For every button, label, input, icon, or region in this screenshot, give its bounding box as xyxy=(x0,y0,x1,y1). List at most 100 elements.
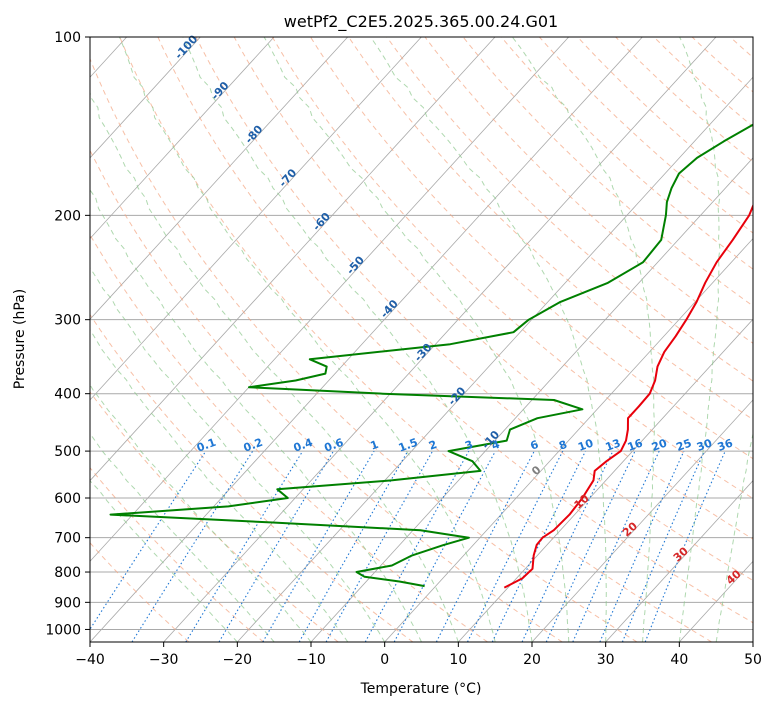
x-tick-label: 50 xyxy=(744,652,762,668)
y-tick-label: 500 xyxy=(54,444,81,460)
dry-adiabat-line xyxy=(195,37,753,582)
x-tick-label: 30 xyxy=(597,652,615,668)
x-tick-label: −10 xyxy=(296,652,326,668)
mixing-ratio-line xyxy=(545,450,636,642)
mixing-ratio-label: 6 xyxy=(529,438,541,453)
mixing-ratio-line xyxy=(467,450,564,642)
x-tick-label: −30 xyxy=(149,652,179,668)
mixing-ratio-line xyxy=(131,450,254,642)
mixing-ratio-label: 4 xyxy=(490,438,502,453)
mixing-ratio-label: 25 xyxy=(675,436,694,453)
mixing-ratio-label: 2 xyxy=(427,438,439,453)
isotherm-line xyxy=(90,37,422,401)
dry-adiabat-line xyxy=(90,391,339,642)
dry-adiabat-line xyxy=(424,37,753,344)
mixing-ratio-label: 3 xyxy=(463,438,475,453)
moist-adiabat-line xyxy=(90,90,459,642)
x-tick-label: −40 xyxy=(75,652,105,668)
mixing-ratio-line xyxy=(644,450,726,642)
mixing-ratio-line xyxy=(185,450,304,642)
temperature-profile-line xyxy=(503,203,753,589)
moist-adiabat-line xyxy=(90,479,238,642)
isotherm-line xyxy=(90,37,569,562)
mixing-ratio-label: 16 xyxy=(626,436,645,454)
isotherm-line xyxy=(605,480,753,642)
mixing-ratio-label: 13 xyxy=(604,437,623,454)
y-tick-label: 200 xyxy=(54,208,81,224)
y-tick-label: 900 xyxy=(54,595,81,611)
isotherm-line xyxy=(384,237,753,642)
dewpoint-profile-line xyxy=(109,123,753,588)
y-tick-label: 300 xyxy=(54,313,81,329)
line-labels: 0.1 0.2 0.4 0.6 1 1.5 2 3 4 6 8 10 13 16 20 25 30 36-100-… xyxy=(172,32,744,587)
y-tick-label: 400 xyxy=(54,387,81,403)
moist-adiabat-line xyxy=(90,267,386,642)
moist-adiabat-line xyxy=(715,431,753,642)
isotherm-line xyxy=(237,76,753,642)
dry-adiabat-line xyxy=(90,313,414,642)
dry-adiabat-line xyxy=(90,57,638,642)
mixing-ratio-line xyxy=(521,450,614,642)
mixing-ratio-line xyxy=(218,450,334,642)
moist-adiabat-line xyxy=(90,432,275,642)
mixing-ratio-label: 0.2 xyxy=(242,436,265,455)
x-tick-label: 10 xyxy=(449,652,467,668)
mixing-ratio-line xyxy=(572,450,660,642)
mixing-ratio-label: 0.1 xyxy=(195,436,218,455)
mixing-ratio-label: 10 xyxy=(576,436,595,454)
mixing-ratio-line xyxy=(491,450,586,642)
isotherm-line xyxy=(90,37,496,482)
mixing-ratio-line xyxy=(621,450,705,642)
mixing-ratio-label: 8 xyxy=(557,438,569,453)
x-tick-label: 40 xyxy=(670,652,688,668)
moist-adiabat-line xyxy=(370,37,607,642)
x-tick-label: 0 xyxy=(380,652,389,668)
isotherm-line xyxy=(90,37,275,240)
mixing-ratio-label: 1 xyxy=(369,438,381,453)
dry-adiabat-line xyxy=(90,149,563,642)
dry-adiabat-line xyxy=(233,37,753,540)
dry-adiabat-line xyxy=(90,466,264,642)
mixing-ratio-label: 36 xyxy=(716,436,735,454)
isotherm-line xyxy=(531,399,753,642)
dry-adiabat-line xyxy=(271,37,753,500)
y-tick-label: 1000 xyxy=(45,622,81,638)
mixing-ratio-label: 30 xyxy=(695,436,714,454)
moist-adiabat-line xyxy=(263,37,570,642)
isotherm-line xyxy=(90,37,201,159)
moist-adiabat-line xyxy=(678,37,721,642)
y-tick-label: 100 xyxy=(54,30,81,46)
moist-adiabat-line xyxy=(511,37,655,642)
plot-frame xyxy=(89,36,754,643)
y-axis-label: Pressure (hPa) xyxy=(12,289,28,389)
mixing-ratio-line xyxy=(364,450,470,642)
series-layer xyxy=(109,123,753,589)
dry-adiabat-line xyxy=(157,37,753,624)
mixing-ratio-label: 0.6 xyxy=(322,436,345,455)
isotherm-line xyxy=(90,37,348,320)
background-lines xyxy=(90,37,753,642)
x-tick-label: 20 xyxy=(523,652,541,668)
mixing-ratio-line xyxy=(325,450,434,642)
x-tick-label: −20 xyxy=(223,652,253,668)
dry-adiabat-line xyxy=(119,37,712,642)
moist-adiabat-line xyxy=(182,37,533,642)
isotherm-line xyxy=(310,157,753,642)
chart-title: wetPf2_C2E5.2025.365.00.24.G01 xyxy=(284,12,558,32)
moist-adiabat-line xyxy=(90,328,349,642)
y-tick-label: 700 xyxy=(54,531,81,547)
axes: −40 −30 −20 −10 0 10 20 30 40 5010020030040050060… xyxy=(45,30,762,668)
moist-adiabat-line xyxy=(90,189,422,642)
y-tick-label: 800 xyxy=(54,565,81,581)
y-tick-label: 600 xyxy=(54,491,81,507)
isotherm-line xyxy=(458,318,753,642)
x-axis-label: Temperature (°C) xyxy=(360,681,482,697)
mixing-ratio-label: 20 xyxy=(650,436,669,454)
dry-adiabat-line xyxy=(90,233,488,642)
mixing-ratio-line xyxy=(435,450,535,642)
mixing-ratio-label: 0.4 xyxy=(292,436,315,455)
mixing-ratio-line xyxy=(393,450,496,642)
isotherm-line xyxy=(163,37,717,642)
